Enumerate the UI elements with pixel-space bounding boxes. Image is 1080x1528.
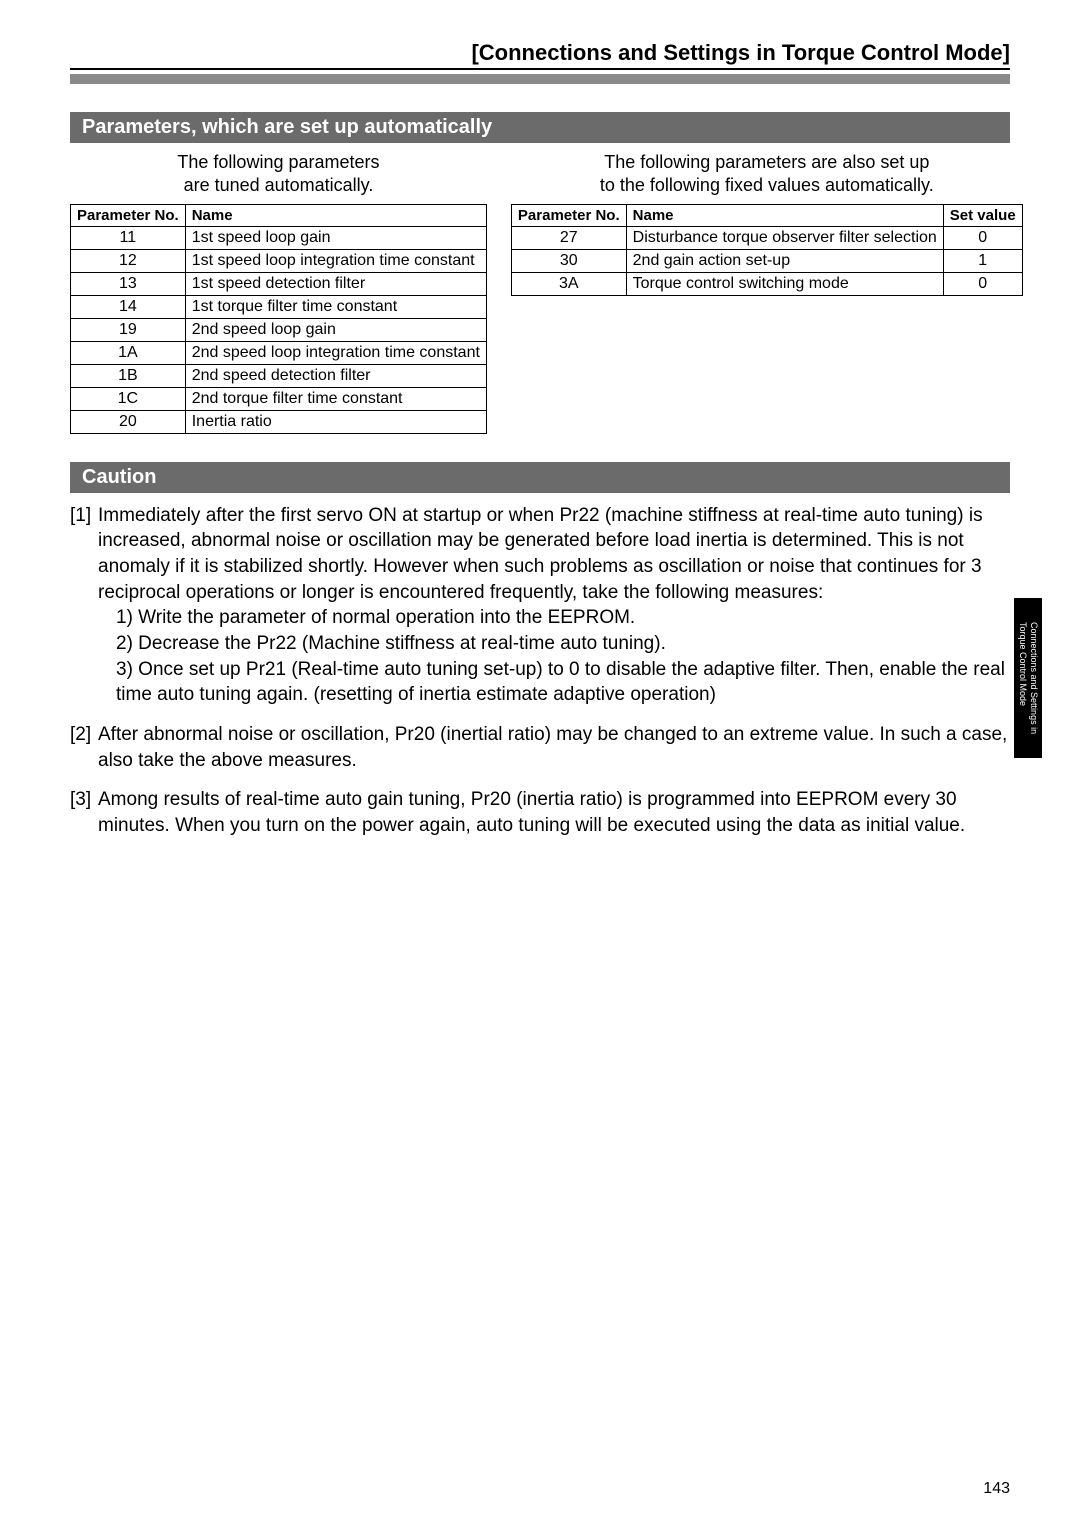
table-row: 20Inertia ratio: [71, 410, 487, 433]
cell-paramno: 12: [71, 249, 186, 272]
table2-h-paramno: Parameter No.: [511, 204, 626, 226]
cell-setval: 0: [943, 226, 1022, 249]
cell-paramno: 27: [511, 226, 626, 249]
cell-setval: 0: [943, 272, 1022, 295]
header-rule: [70, 74, 1010, 84]
table-row: 1A2nd speed loop integration time consta…: [71, 341, 487, 364]
caution-body: [1]Immediately after the first servo ON …: [70, 503, 1010, 839]
table2: Parameter No. Name Set value 27Disturban…: [511, 204, 1023, 296]
table-row: 1C2nd torque filter time constant: [71, 387, 487, 410]
table-row: 192nd speed loop gain: [71, 318, 487, 341]
table2-h-name: Name: [626, 204, 943, 226]
table-tuned-block: The following parameters are tuned autom…: [70, 151, 487, 434]
cell-paramno: 1C: [71, 387, 186, 410]
table1-caption-l1: The following parameters: [177, 152, 379, 172]
caution-item-number: [2]: [70, 722, 98, 773]
cell-paramno: 1B: [71, 364, 186, 387]
page-header: [Connections and Settings in Torque Cont…: [70, 40, 1010, 70]
table2-caption-l1: The following parameters are also set up: [604, 152, 929, 172]
side-tab: Connections and Settings in Torque Contr…: [1014, 598, 1042, 758]
cell-name: 2nd speed loop integration time constant: [185, 341, 486, 364]
page-number: 143: [983, 1480, 1010, 1498]
caution-item-main: After abnormal noise or oscillation, Pr2…: [98, 722, 1010, 773]
side-tab-l1: Connections and Settings in: [1029, 622, 1039, 734]
cell-name: Torque control switching mode: [626, 272, 943, 295]
table2-caption-l2: to the following fixed values automatica…: [600, 175, 934, 195]
table1-h-paramno: Parameter No.: [71, 204, 186, 226]
cell-paramno: 3A: [511, 272, 626, 295]
cell-paramno: 19: [71, 318, 186, 341]
caution-item-main: Immediately after the first servo ON at …: [98, 503, 1010, 606]
table-row: 302nd gain action set-up1: [511, 249, 1022, 272]
section-caution-title: Caution: [70, 462, 1010, 493]
cell-name: Disturbance torque observer filter selec…: [626, 226, 943, 249]
cell-name: 2nd torque filter time constant: [185, 387, 486, 410]
cell-paramno: 30: [511, 249, 626, 272]
caution-subitem: 1) Write the parameter of normal operati…: [98, 605, 1010, 631]
caution-subitem: 2) Decrease the Pr22 (Machine stiffness …: [98, 631, 1010, 657]
table-row: 131st speed detection filter: [71, 272, 487, 295]
table-fixed-block: The following parameters are also set up…: [511, 151, 1023, 296]
table1-caption: The following parameters are tuned autom…: [70, 151, 487, 198]
caution-item-number: [1]: [70, 503, 98, 708]
table2-caption: The following parameters are also set up…: [511, 151, 1023, 198]
cell-name: 1st torque filter time constant: [185, 295, 486, 318]
caution-item-text: Among results of real-time auto gain tun…: [98, 787, 1010, 838]
cell-paramno: 14: [71, 295, 186, 318]
table1-h-name: Name: [185, 204, 486, 226]
caution-item-text: After abnormal noise or oscillation, Pr2…: [98, 722, 1010, 773]
cell-paramno: 13: [71, 272, 186, 295]
table1: Parameter No. Name 111st speed loop gain…: [70, 204, 487, 434]
cell-name: 1st speed loop gain: [185, 226, 486, 249]
cell-name: 1st speed loop integration time constant: [185, 249, 486, 272]
cell-name: 2nd speed detection filter: [185, 364, 486, 387]
caution-subitem: 3) Once set up Pr21 (Real-time auto tuni…: [98, 657, 1010, 708]
section-parameters-title: Parameters, which are set up automatical…: [70, 112, 1010, 143]
table1-caption-l2: are tuned automatically.: [184, 175, 374, 195]
table-row: 141st torque filter time constant: [71, 295, 487, 318]
cell-name: 2nd gain action set-up: [626, 249, 943, 272]
table-row: 1B2nd speed detection filter: [71, 364, 487, 387]
caution-item: [3]Among results of real-time auto gain …: [70, 787, 1010, 838]
caution-item: [1]Immediately after the first servo ON …: [70, 503, 1010, 708]
cell-paramno: 11: [71, 226, 186, 249]
caution-item-number: [3]: [70, 787, 98, 838]
table-row: 27Disturbance torque observer filter sel…: [511, 226, 1022, 249]
side-tab-l2: Torque Control Mode: [1018, 622, 1028, 706]
table-row: 111st speed loop gain: [71, 226, 487, 249]
caution-item-text: Immediately after the first servo ON at …: [98, 503, 1010, 708]
table2-h-setval: Set value: [943, 204, 1022, 226]
cell-paramno: 20: [71, 410, 186, 433]
cell-setval: 1: [943, 249, 1022, 272]
caution-item-main: Among results of real-time auto gain tun…: [98, 787, 1010, 838]
caution-item: [2]After abnormal noise or oscillation, …: [70, 722, 1010, 773]
table-row: 121st speed loop integration time consta…: [71, 249, 487, 272]
cell-name: 2nd speed loop gain: [185, 318, 486, 341]
table-row: 3ATorque control switching mode0: [511, 272, 1022, 295]
cell-name: Inertia ratio: [185, 410, 486, 433]
cell-name: 1st speed detection filter: [185, 272, 486, 295]
cell-paramno: 1A: [71, 341, 186, 364]
